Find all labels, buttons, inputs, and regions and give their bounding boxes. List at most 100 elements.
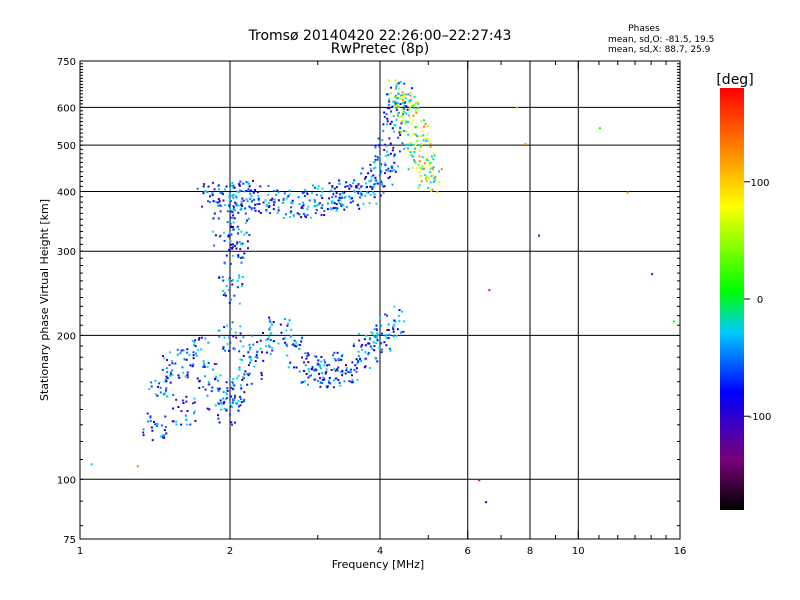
data-point xyxy=(231,406,233,409)
data-point xyxy=(414,133,417,136)
data-point xyxy=(211,386,214,389)
data-point xyxy=(402,330,405,333)
data-point xyxy=(390,92,392,95)
data-point xyxy=(379,194,382,197)
data-point xyxy=(414,109,417,112)
data-point xyxy=(341,203,343,205)
data-point xyxy=(673,320,676,323)
data-point xyxy=(378,174,381,177)
data-point xyxy=(192,351,195,354)
data-point xyxy=(217,414,219,417)
data-point xyxy=(332,386,335,389)
data-point xyxy=(329,189,332,192)
data-point xyxy=(393,106,396,108)
data-point xyxy=(211,192,214,195)
data-point xyxy=(234,394,237,397)
data-point xyxy=(320,206,323,209)
data-point xyxy=(150,426,153,429)
data-point xyxy=(218,421,221,424)
data-point xyxy=(237,191,240,194)
data-point xyxy=(307,361,310,364)
data-point xyxy=(290,201,293,204)
data-point xyxy=(395,118,398,121)
data-point xyxy=(392,328,395,331)
data-point xyxy=(222,231,225,234)
data-point xyxy=(283,192,286,195)
data-point xyxy=(370,331,373,334)
data-point xyxy=(162,355,164,357)
data-point xyxy=(393,305,396,308)
data-point xyxy=(401,110,404,113)
data-point xyxy=(225,409,228,412)
data-point xyxy=(396,114,399,117)
data-point xyxy=(166,371,169,374)
data-point xyxy=(237,204,240,207)
data-point xyxy=(375,342,378,345)
data-point xyxy=(258,203,261,205)
data-point xyxy=(295,366,298,369)
data-point xyxy=(195,354,198,357)
data-point xyxy=(430,155,433,158)
data-point xyxy=(242,199,245,202)
data-point xyxy=(223,336,226,339)
data-point xyxy=(438,180,441,183)
data-point xyxy=(332,354,334,357)
data-point xyxy=(156,385,159,388)
data-point xyxy=(381,332,383,335)
data-point xyxy=(360,345,363,348)
data-point xyxy=(330,369,333,371)
data-point xyxy=(384,172,386,175)
data-point xyxy=(232,335,235,338)
data-point xyxy=(248,185,251,188)
data-point xyxy=(401,310,403,313)
data-point xyxy=(186,348,189,351)
data-point xyxy=(307,383,309,386)
data-point xyxy=(393,319,396,322)
data-point xyxy=(400,122,403,125)
data-point xyxy=(412,103,415,106)
data-point xyxy=(374,166,377,169)
data-point xyxy=(314,378,317,381)
data-point xyxy=(385,169,388,172)
data-point xyxy=(193,401,196,404)
data-point xyxy=(315,369,318,372)
data-point xyxy=(351,374,353,377)
data-point xyxy=(189,364,192,367)
data-point xyxy=(268,319,271,322)
data-point xyxy=(298,370,301,373)
data-point xyxy=(232,208,235,211)
data-point xyxy=(222,346,225,349)
data-point xyxy=(392,115,395,118)
data-point xyxy=(226,393,228,396)
data-point xyxy=(419,167,422,170)
data-point xyxy=(433,152,436,155)
data-point xyxy=(213,363,216,366)
data-point xyxy=(357,355,360,357)
data-point xyxy=(432,181,435,183)
data-point xyxy=(420,180,423,183)
data-point xyxy=(412,104,414,107)
data-point xyxy=(239,404,242,407)
data-point xyxy=(164,378,167,381)
data-point xyxy=(266,204,269,206)
data-point xyxy=(231,387,234,390)
data-point xyxy=(311,192,313,194)
data-point xyxy=(191,339,194,342)
data-point xyxy=(367,352,370,355)
data-point xyxy=(222,290,225,292)
data-point xyxy=(386,314,389,317)
data-point xyxy=(228,336,231,339)
data-point xyxy=(380,170,383,173)
data-point xyxy=(380,164,382,167)
data-point xyxy=(353,190,356,193)
data-point xyxy=(269,320,272,323)
data-point xyxy=(317,185,320,188)
data-point xyxy=(238,366,241,369)
data-point xyxy=(374,146,377,149)
data-point xyxy=(401,91,404,94)
data-point xyxy=(396,95,398,98)
data-point xyxy=(395,87,397,90)
data-point xyxy=(403,95,406,98)
data-point xyxy=(314,212,317,215)
data-point xyxy=(226,210,229,213)
